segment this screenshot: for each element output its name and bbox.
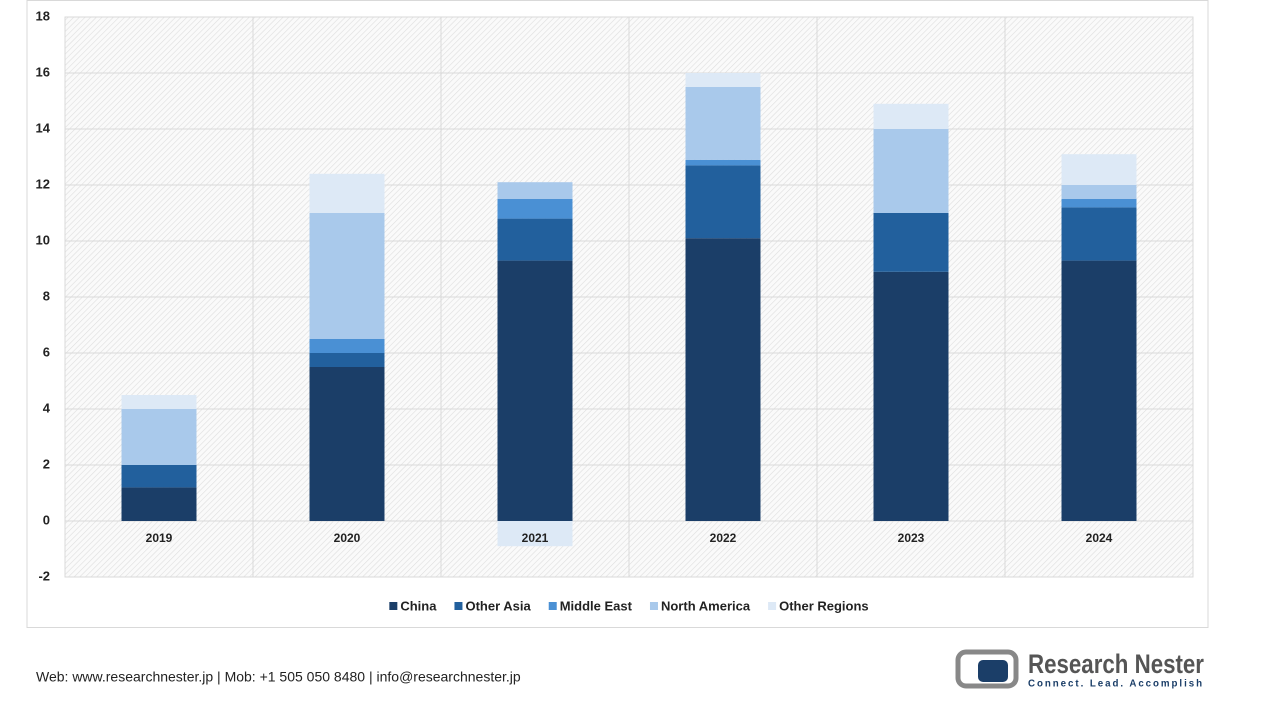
bar-segment bbox=[873, 103, 949, 129]
logo-icon bbox=[955, 649, 1019, 689]
bar-segment bbox=[309, 367, 385, 521]
x-tick-label: 2019 bbox=[146, 531, 173, 545]
x-tick-label: 2020 bbox=[334, 531, 361, 545]
legend-swatch bbox=[389, 602, 398, 610]
logo: Research Nester Connect. Lead. Accomplis… bbox=[955, 649, 1204, 690]
y-tick-label: 8 bbox=[43, 288, 50, 303]
logo-name: Research Nester bbox=[1028, 649, 1204, 679]
bar-segment bbox=[121, 395, 197, 409]
legend-label: China bbox=[400, 598, 437, 613]
legend-swatch bbox=[548, 602, 557, 610]
bar-segment bbox=[1061, 207, 1137, 261]
bar-segment bbox=[309, 173, 385, 213]
y-tick-label: 12 bbox=[36, 176, 50, 191]
bar-segment bbox=[497, 260, 573, 521]
bar-segment bbox=[497, 218, 573, 261]
logo-tagline: Connect. Lead. Accomplish bbox=[1028, 679, 1204, 690]
y-tick-label: 10 bbox=[36, 232, 50, 247]
bar-segment bbox=[685, 165, 761, 239]
legend-label: Other Asia bbox=[465, 598, 531, 613]
y-tick-label: 0 bbox=[43, 512, 50, 527]
legend-label: Middle East bbox=[560, 598, 633, 613]
bar-segment bbox=[497, 199, 573, 219]
footer: Web: www.researchnester.jp | Mob: +1 505… bbox=[36, 669, 521, 685]
legend-label: Other Regions bbox=[779, 598, 869, 613]
bar-segment bbox=[1061, 260, 1137, 521]
legend: China Other Asia Middle East North America O… bbox=[389, 598, 869, 613]
bar-segment bbox=[1061, 154, 1137, 185]
y-tick-label: 14 bbox=[36, 120, 51, 135]
bar-segment bbox=[497, 521, 573, 547]
bar-segment bbox=[685, 238, 761, 521]
logo-icon-inner bbox=[978, 660, 1008, 682]
bar-segment bbox=[685, 159, 761, 166]
x-tick-label: 2022 bbox=[710, 531, 737, 545]
bar-segment bbox=[497, 182, 573, 199]
plot: -2 0 2 4 6 8 10 12 14 16 18 2019 2020 2021 2022 2023 202… bbox=[36, 8, 1193, 613]
y-tick-label: 16 bbox=[36, 64, 50, 79]
bar-segment bbox=[309, 353, 385, 367]
bar-segment bbox=[873, 213, 949, 272]
bar-segment bbox=[1061, 199, 1137, 208]
bar-segment bbox=[873, 271, 949, 521]
bar-segment bbox=[121, 487, 197, 521]
bar-segment bbox=[873, 129, 949, 213]
y-tick-label: -2 bbox=[38, 568, 50, 583]
bar-segment bbox=[1061, 185, 1137, 199]
y-tick-label: 2 bbox=[43, 456, 50, 471]
bar-segment bbox=[121, 409, 197, 465]
legend-swatch bbox=[649, 602, 658, 610]
x-tick-label: 2024 bbox=[1086, 531, 1113, 545]
bar-segment bbox=[121, 465, 197, 488]
bar-segment bbox=[309, 213, 385, 339]
legend-label: North America bbox=[661, 598, 751, 613]
y-tick-label: 4 bbox=[43, 400, 51, 415]
bar-segment bbox=[309, 339, 385, 353]
y-tick-label: 18 bbox=[36, 8, 50, 23]
legend-swatch bbox=[454, 602, 463, 610]
bar-segment bbox=[685, 87, 761, 160]
bar-segment bbox=[685, 73, 761, 87]
x-tick-label: 2021 bbox=[522, 531, 549, 545]
x-tick-label: 2023 bbox=[898, 531, 925, 545]
y-tick-label: 6 bbox=[43, 344, 50, 359]
legend-swatch bbox=[768, 602, 777, 610]
